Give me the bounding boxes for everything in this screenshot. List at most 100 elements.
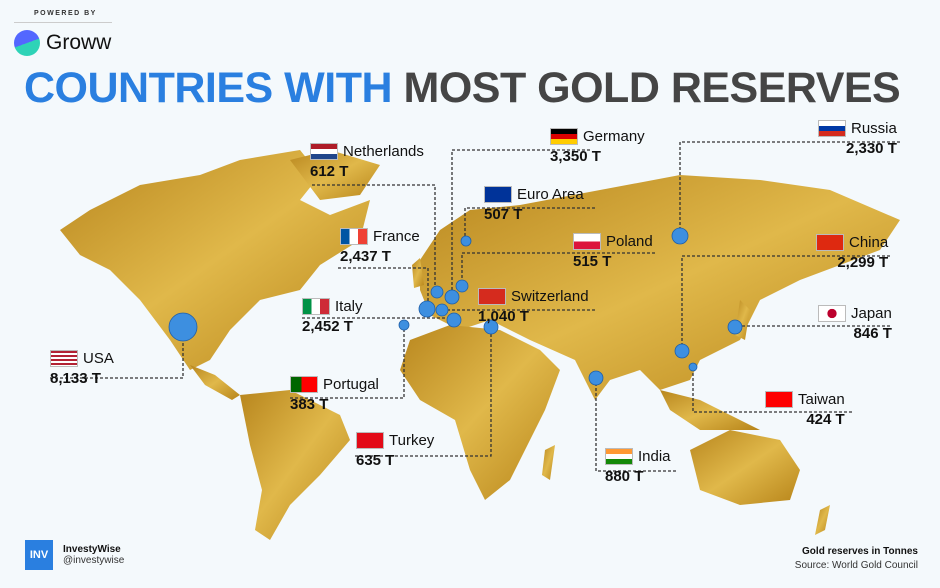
portugal-flag-icon	[290, 376, 318, 393]
country-label-portugal: Portugal 383 T	[290, 376, 379, 413]
country-label-india: India 880 T	[605, 448, 671, 485]
country-label-china: China 2,299 T	[816, 234, 888, 271]
russia-dot	[671, 227, 689, 245]
japan-dot	[727, 319, 743, 335]
country-reserve-value: 2,299 T	[837, 254, 889, 271]
country-label-netherlands: Netherlands 612 T	[310, 143, 424, 180]
turkey-connector	[355, 328, 492, 457]
portugal-connector	[290, 326, 405, 399]
country-reserve-value: 424 T	[806, 411, 845, 428]
groww-logo-icon	[14, 30, 40, 56]
southeast-asia	[660, 390, 760, 430]
taiwan-flag-icon	[765, 391, 793, 408]
country-label-germany: Germany 3,350 T	[550, 128, 645, 165]
page-title: COUNTRIES WITH MOST GOLD RESERVES	[24, 64, 901, 113]
country-reserve-value: 2,452 T	[302, 318, 353, 335]
india-flag-icon	[605, 448, 633, 465]
continents	[60, 150, 900, 540]
taiwan-dot	[688, 362, 698, 372]
india-connector	[595, 378, 676, 472]
reserve-dots	[168, 227, 743, 386]
investywise-logo: INV	[25, 540, 53, 570]
poland-connector	[461, 252, 655, 285]
france-dot	[418, 300, 436, 318]
country-name: China	[849, 234, 889, 251]
country-reserve-value: 8,133 T	[50, 370, 101, 387]
euro-area-connector	[464, 207, 595, 240]
country-reserve-value: 383 T	[290, 396, 329, 413]
country-reserve-value: 635 T	[356, 452, 395, 469]
country-name: Taiwan	[798, 391, 845, 408]
russia-flag-icon	[818, 120, 846, 137]
country-label-euro-area: Euro Area 507 T	[484, 186, 584, 223]
country-label-russia: Russia 2,330 T	[818, 120, 897, 157]
country-name: Turkey	[389, 432, 435, 449]
investywise-brand: INV InvestyWise @investywise	[25, 540, 124, 570]
country-label-japan: Japan 846 T	[818, 305, 892, 342]
country-name: Italy	[335, 298, 363, 315]
title-part-1: COUNTRIES WITH	[24, 64, 393, 112]
usa-flag-icon	[50, 350, 78, 367]
euro-area-flag-icon	[484, 186, 512, 203]
country-name: Portugal	[323, 376, 379, 393]
country-name: Germany	[583, 128, 645, 145]
china-dot	[674, 343, 690, 359]
connector-lines	[50, 141, 900, 472]
central-america	[190, 365, 240, 400]
turkey-flag-icon	[356, 432, 384, 449]
new-zealand	[815, 505, 830, 535]
country-reserve-value: 507 T	[484, 206, 523, 223]
netherlands-connector	[312, 184, 436, 290]
country-name: Japan	[851, 305, 892, 322]
poland-flag-icon	[573, 233, 601, 250]
south-america	[240, 390, 350, 540]
usa-connector	[50, 328, 184, 379]
euro-area-dot	[460, 235, 472, 247]
usa-dot	[168, 312, 198, 342]
country-name: Switzerland	[511, 288, 589, 305]
country-label-taiwan: Taiwan 424 T	[765, 391, 845, 428]
country-reserve-value: 1,040 T	[478, 308, 529, 325]
uk	[412, 258, 424, 288]
groww-logo: Groww	[14, 30, 111, 56]
powered-by-label: POWERED BY	[34, 10, 97, 17]
country-reserve-value: 515 T	[573, 253, 612, 270]
country-name: Russia	[851, 120, 897, 137]
north-america	[60, 150, 370, 370]
africa	[400, 325, 560, 500]
italy-flag-icon	[302, 298, 330, 315]
country-name: India	[638, 448, 671, 465]
france-connector	[338, 267, 429, 305]
country-name: USA	[83, 350, 114, 367]
divider	[14, 22, 112, 23]
country-label-usa: USA 8,133 T	[50, 350, 114, 387]
madagascar	[542, 445, 555, 480]
footer-handle: @investywise	[63, 555, 125, 566]
country-reserve-value: 880 T	[605, 468, 644, 485]
country-label-turkey: Turkey 635 T	[356, 432, 434, 469]
country-reserve-value: 2,437 T	[340, 248, 391, 265]
switzerland-dot	[435, 303, 449, 317]
france-flag-icon	[340, 228, 368, 245]
legend-text: Gold reserves in Tonnes	[802, 546, 918, 557]
india-dot	[588, 370, 604, 386]
country-label-italy: Italy 2,452 T	[302, 298, 363, 335]
country-label-france: France 2,437 T	[340, 228, 420, 265]
germany-flag-icon	[550, 128, 578, 145]
country-name: Poland	[606, 233, 653, 250]
brand-name: Groww	[46, 31, 112, 54]
source-text: Source: World Gold Council	[794, 560, 918, 571]
japan-flag-icon	[818, 305, 846, 322]
country-name: Netherlands	[343, 143, 424, 160]
country-reserve-value: 846 T	[853, 325, 892, 342]
greenland	[290, 150, 380, 200]
taiwan-connector	[692, 368, 852, 413]
footer-brand-name: InvestyWise	[63, 544, 121, 555]
russia-connector	[679, 141, 900, 234]
country-reserve-value: 3,350 T	[550, 148, 601, 165]
country-reserve-value: 612 T	[310, 163, 349, 180]
portugal-dot	[398, 319, 410, 331]
country-label-switzerland: Switzerland 1,040 T	[478, 288, 589, 325]
netherlands-dot	[430, 285, 444, 299]
